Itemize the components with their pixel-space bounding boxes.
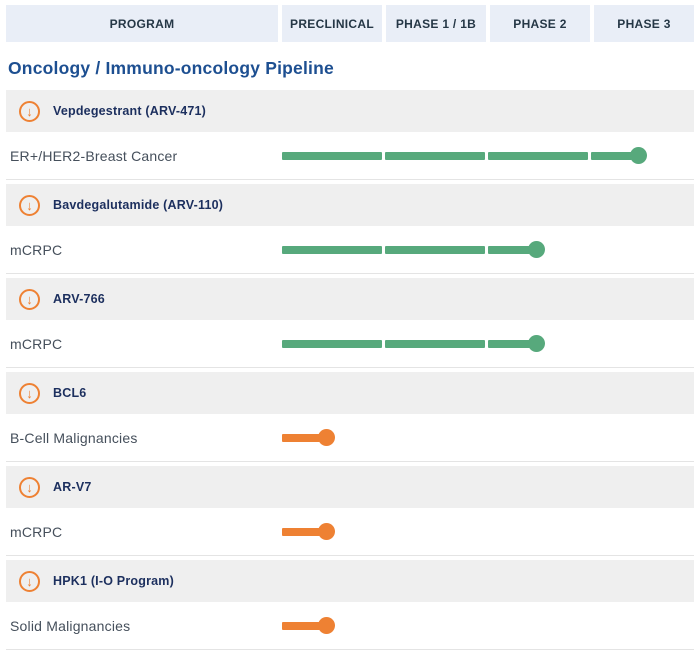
circled-down-arrow-icon: ↓: [19, 194, 40, 216]
bar-segment: [385, 151, 485, 160]
bar-endpoint-dot: [630, 146, 648, 164]
page-title: Oncology / Immuno-oncology Pipeline: [8, 58, 334, 78]
column-header-phase3: PHASE 3: [594, 5, 694, 42]
bar-endpoint-dot: [318, 522, 336, 540]
bar-segment: [488, 151, 588, 160]
indication-row: mCRPC: [6, 226, 694, 273]
column-header-program: PROGRAM: [6, 5, 278, 42]
bar-endpoint-dot: [528, 334, 546, 352]
column-header-phase1: PHASE 1 / 1B: [386, 5, 486, 42]
bar-endpoint-dot: [318, 616, 336, 634]
program-header-arv7[interactable]: ↓ AR-V7: [6, 466, 694, 508]
indication-label: mCRPC: [10, 523, 63, 540]
indication-row: Solid Malignancies: [6, 602, 694, 649]
pipeline-progress-bar: [282, 616, 694, 635]
bar-segment-partial: [488, 339, 531, 348]
column-header-preclinical: PRECLINICAL: [282, 5, 382, 42]
program-header-vepdegestrant[interactable]: ↓ Vepdegestrant (ARV-471): [6, 90, 694, 132]
bar-segment: [282, 339, 382, 348]
indication-label: B-Cell Malignancies: [10, 429, 138, 446]
program-section: ↓ Vepdegestrant (ARV-471) ER+/HER2-Breas…: [6, 90, 694, 180]
circled-down-arrow-icon: ↓: [19, 570, 40, 592]
pipeline-progress-bar: [282, 146, 694, 165]
bar-endpoint-dot: [528, 240, 546, 258]
bar-segment: [282, 151, 382, 160]
pipeline-progress-bar: [282, 522, 694, 541]
circled-down-arrow-icon: ↓: [19, 382, 40, 404]
indication-label: mCRPC: [10, 335, 63, 352]
program-section: ↓ HPK1 (I-O Program) Solid Malignancies: [6, 560, 694, 650]
program-header-bcl6[interactable]: ↓ BCL6: [6, 372, 694, 414]
indication-row: mCRPC: [6, 508, 694, 555]
indication-row: B-Cell Malignancies: [6, 414, 694, 461]
bar-segment: [385, 245, 485, 254]
program-section: ↓ ARV-766 mCRPC: [6, 278, 694, 368]
program-section: ↓ Bavdegalutamide (ARV-110) mCRPC: [6, 184, 694, 274]
program-section: ↓ AR-V7 mCRPC: [6, 466, 694, 556]
column-header-phase2: PHASE 2: [490, 5, 590, 42]
program-name: AR-V7: [53, 480, 92, 494]
circled-down-arrow-icon: ↓: [19, 288, 40, 310]
program-header-hpk1[interactable]: ↓ HPK1 (I-O Program): [6, 560, 694, 602]
indication-row: mCRPC: [6, 320, 694, 367]
program-header-arv766[interactable]: ↓ ARV-766: [6, 278, 694, 320]
indication-row: ER+/HER2-Breast Cancer: [6, 132, 694, 179]
program-name: Bavdegalutamide (ARV-110): [53, 198, 224, 212]
program-name: Vepdegestrant (ARV-471): [53, 104, 207, 118]
program-header-bavdegalutamide[interactable]: ↓ Bavdegalutamide (ARV-110): [6, 184, 694, 226]
circled-down-arrow-icon: ↓: [19, 476, 40, 498]
pipeline-progress-bar: [282, 334, 694, 353]
pipeline-progress-bar: [282, 240, 694, 259]
circled-down-arrow-icon: ↓: [19, 100, 40, 122]
bar-segment-partial: [488, 245, 531, 254]
indication-label: Solid Malignancies: [10, 617, 131, 634]
bar-segment-partial: [591, 151, 633, 160]
program-name: ARV-766: [53, 292, 105, 306]
phase-header-row: PROGRAM PRECLINICAL PHASE 1 / 1B PHASE 2…: [6, 5, 694, 42]
bar-segment-partial: [282, 621, 321, 630]
indication-label: mCRPC: [10, 241, 63, 258]
program-name: BCL6: [53, 386, 87, 400]
bar-segment-partial: [282, 527, 321, 536]
program-name: HPK1 (I-O Program): [53, 574, 174, 588]
bar-segment-partial: [282, 433, 321, 442]
bar-endpoint-dot: [318, 428, 336, 446]
indication-label: ER+/HER2-Breast Cancer: [10, 147, 178, 164]
pipeline-progress-bar: [282, 428, 694, 447]
program-section: ↓ BCL6 B-Cell Malignancies: [6, 372, 694, 462]
bar-segment: [282, 245, 382, 254]
bar-segment: [385, 339, 485, 348]
